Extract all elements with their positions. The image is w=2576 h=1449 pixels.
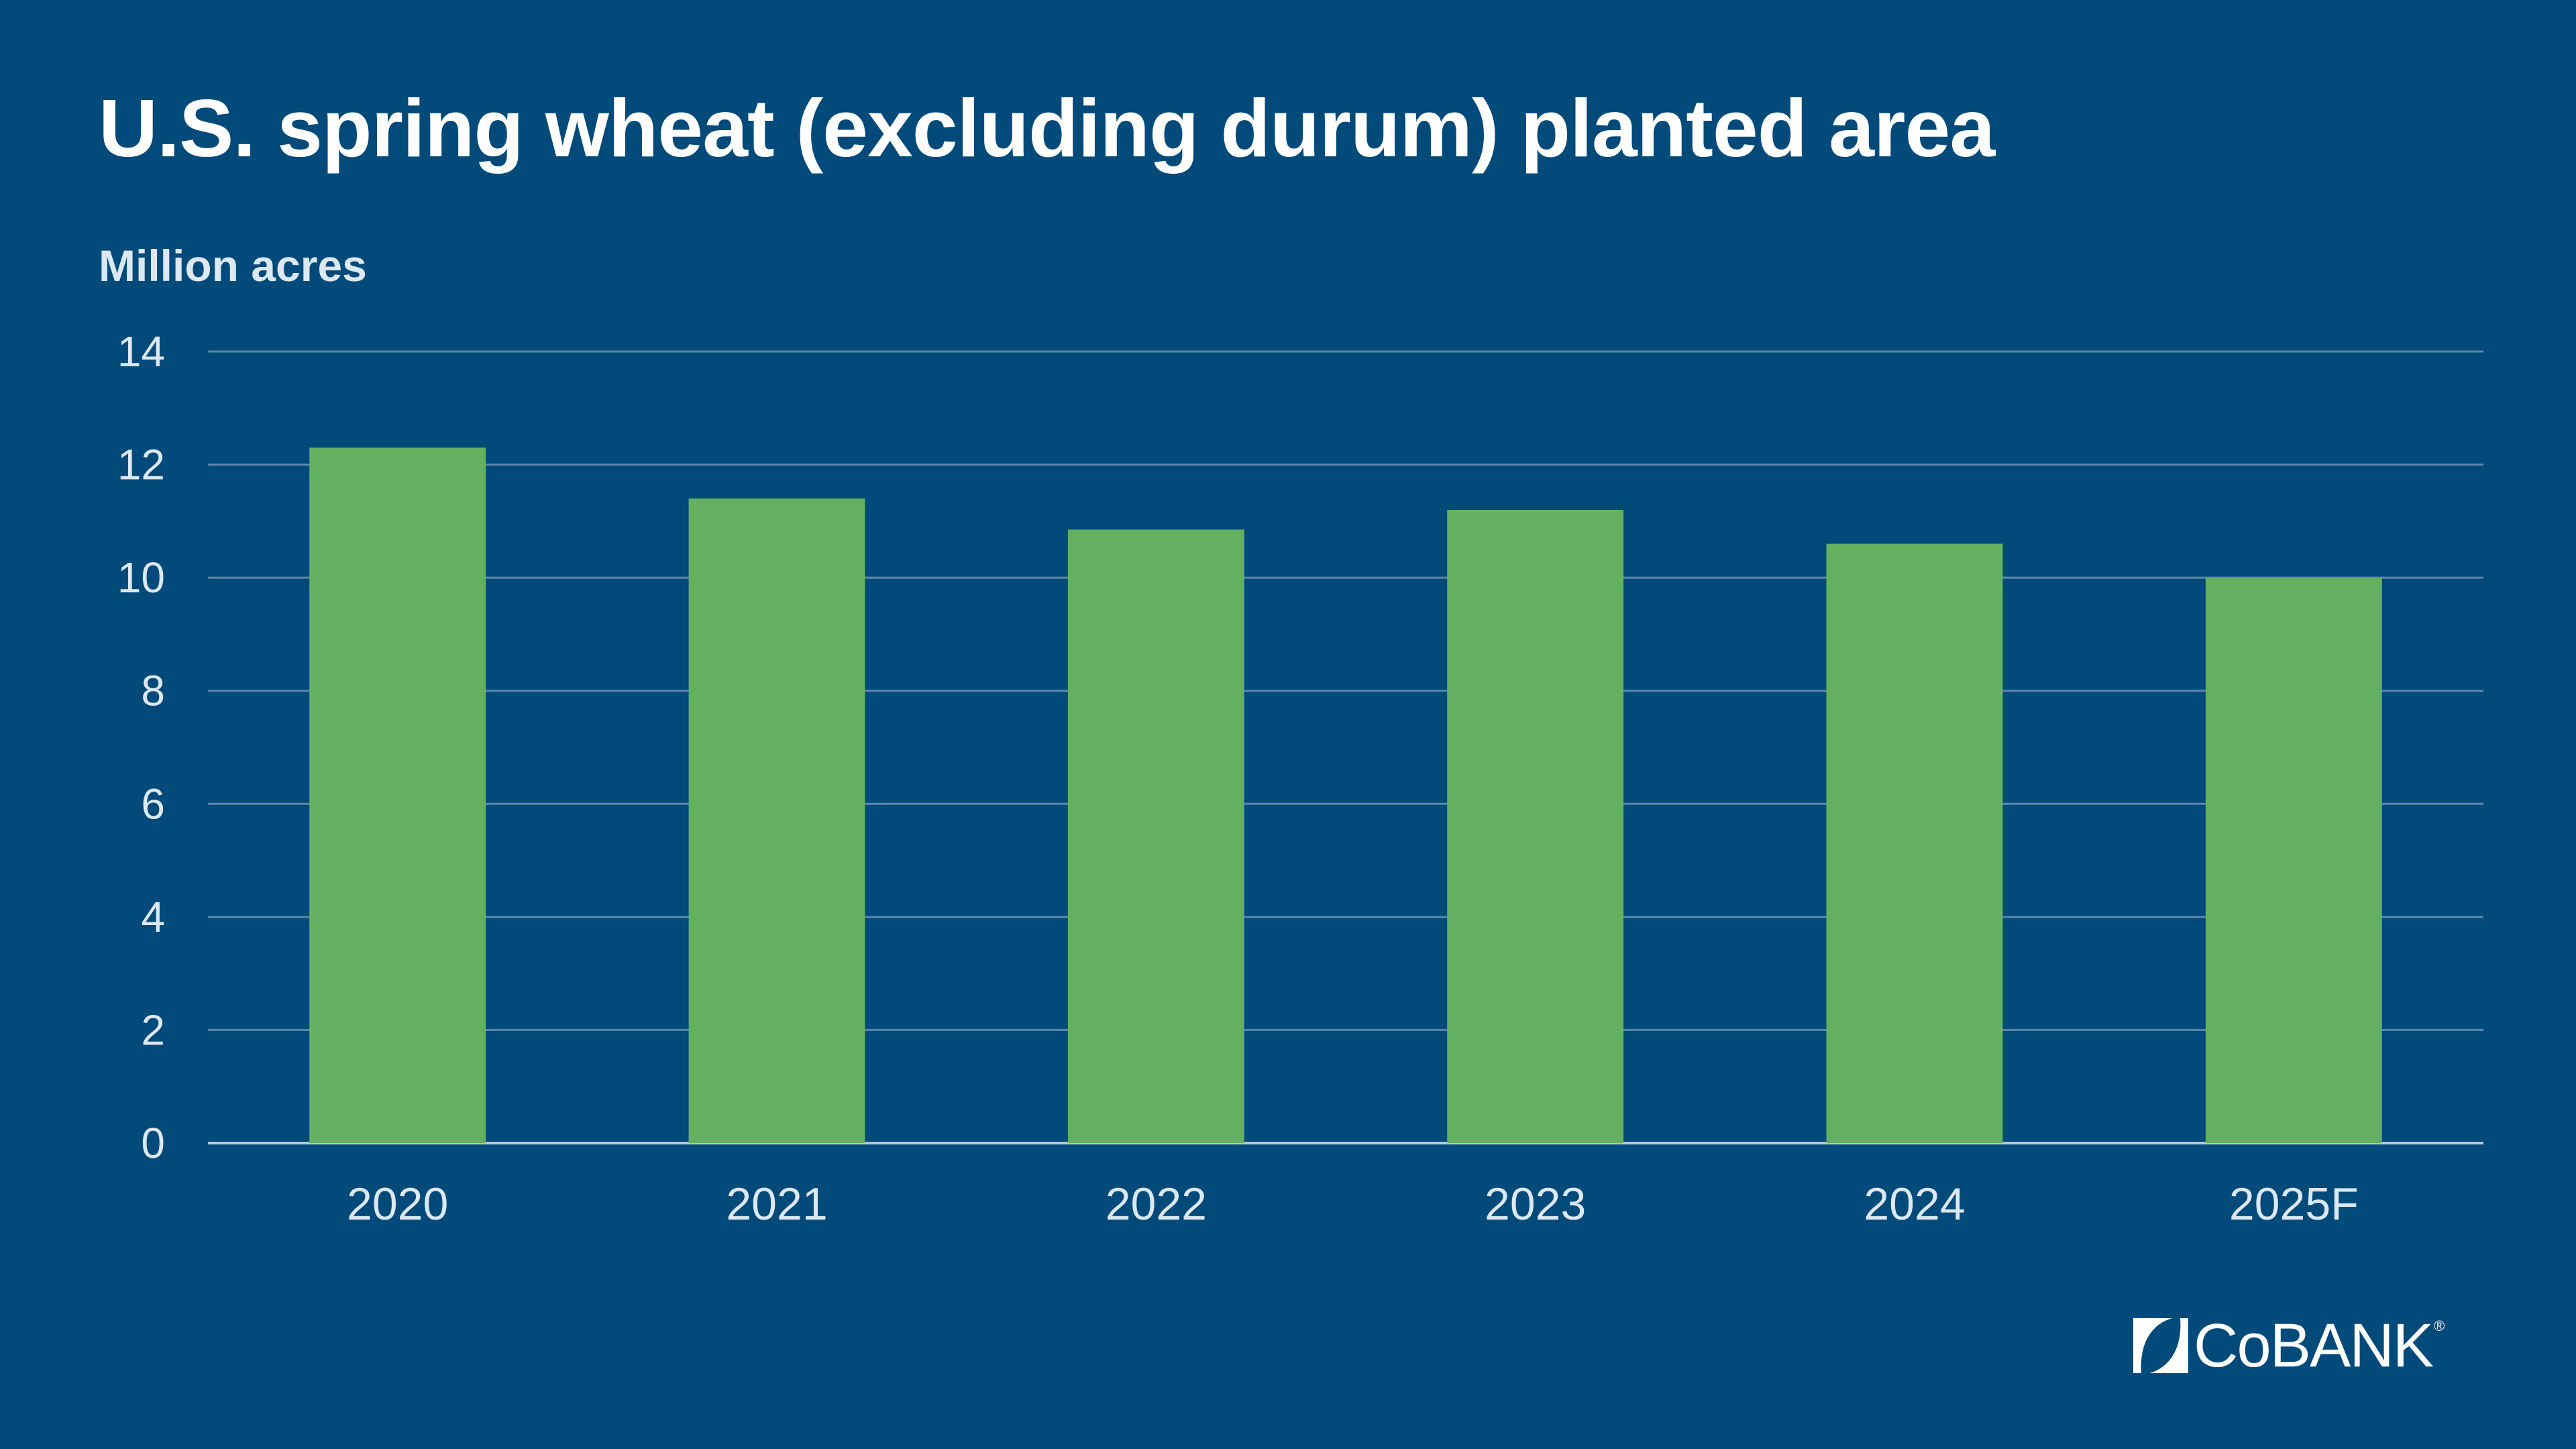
x-tick-label: 2022 (1106, 1179, 1207, 1230)
registered-mark: ® (2434, 1318, 2445, 1334)
y-tick-label: 8 (141, 667, 165, 715)
x-tick-label: 2023 (1485, 1179, 1586, 1230)
y-tick-label: 10 (117, 553, 165, 602)
bar-2021 (688, 498, 865, 1143)
y-tick-label: 2 (141, 1006, 165, 1054)
bar-2022 (1067, 529, 1244, 1143)
y-tick-label: 0 (141, 1119, 165, 1167)
bar-2024 (1826, 543, 2003, 1143)
cobank-mark-icon (2133, 1318, 2188, 1373)
cobank-wordmark: CoBANK (2194, 1311, 2434, 1380)
y-tick-label: 4 (141, 893, 165, 941)
x-tick-label: 2025F (2229, 1179, 2359, 1230)
bar-2025F (2205, 578, 2382, 1143)
x-tick-label: 2021 (726, 1179, 827, 1230)
y-tick-label: 14 (117, 327, 165, 376)
y-tick-label: 12 (117, 441, 165, 489)
y-axis-ticks: 0 2 4 6 8 10 12 14 (117, 327, 165, 1167)
cobank-logo: CoBANK ® (2133, 1313, 2482, 1377)
bar-2023 (1447, 510, 1624, 1143)
x-axis-ticks: 2020 2021 2022 2023 2024 2025F (347, 1179, 2359, 1230)
gridlines (208, 350, 2483, 1144)
y-tick-label: 6 (141, 780, 165, 828)
bar-2020 (309, 447, 486, 1144)
x-tick-label: 2024 (1864, 1179, 1965, 1230)
x-tick-label: 2020 (347, 1179, 448, 1230)
y-axis-unit-label: Million acres (99, 241, 367, 290)
bars (309, 447, 2382, 1144)
chart-title: U.S. spring wheat (excluding durum) plan… (99, 83, 1995, 174)
